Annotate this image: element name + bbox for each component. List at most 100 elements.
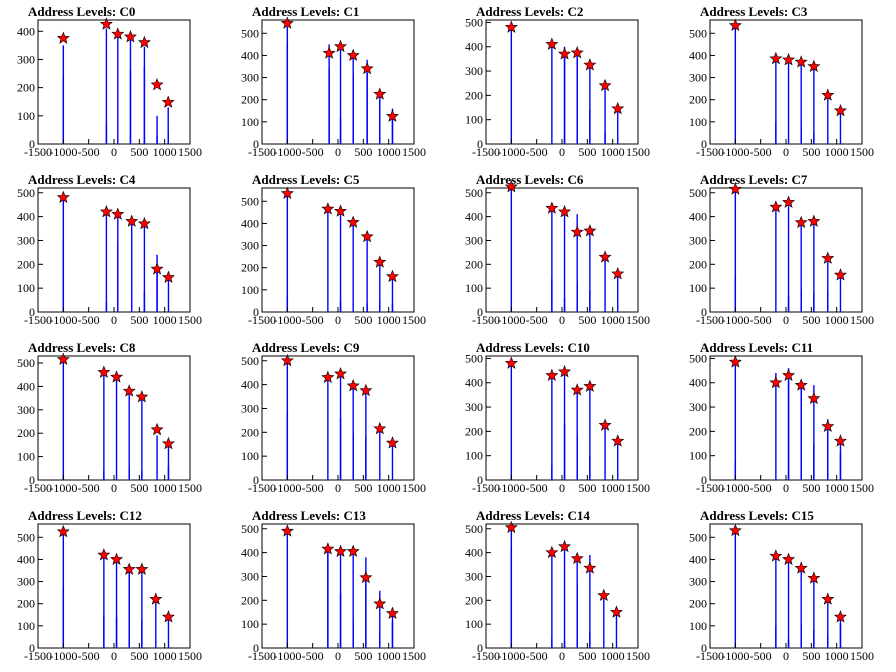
plot-frame [485, 19, 639, 145]
histogram-panel: Address Levels: C4 0 100 200 300 400 500 -1500-… [0, 168, 224, 336]
chart-title: Address Levels: C0 [28, 4, 136, 19]
peak-marker-star [769, 200, 783, 213]
x-tick-label: -1000 [273, 649, 301, 663]
y-tick-label: 300 [17, 403, 35, 417]
chart-title: Address Levels: C11 [700, 340, 814, 355]
x-tick-label: 0 [783, 313, 789, 327]
y-tick-label: 200 [241, 593, 259, 607]
peak-marker-star [821, 419, 835, 433]
chart-title: Address Levels: C7 [700, 172, 808, 187]
x-tick-label: 1500 [850, 145, 874, 159]
y-tick-label: 200 [465, 593, 483, 607]
peak-marker-star [782, 53, 796, 66]
histogram-plot: 0 100 200 300 400 500 -1500-1000 -500 0 500 1000 15… [465, 351, 650, 495]
chart-title: Address Levels: C14 [476, 508, 590, 523]
peak-marker-star [135, 390, 149, 403]
histogram-plot: 0 100 200 300 400 500 -1500-1000 -500 0 500 1000 15… [689, 18, 874, 159]
y-tick-label: 200 [17, 426, 35, 440]
y-tick-label: 200 [689, 597, 707, 611]
histogram-plot: 0 100 200 300 400 500 -1500-1000 -500 0 500 1000 15… [465, 15, 650, 159]
histogram-panel: Address Levels: C2 0 100 200 300 400 500 -1500-… [448, 0, 672, 168]
peak-marker-star [769, 51, 783, 65]
peak-marker-star [598, 418, 612, 431]
peak-marker-star [597, 588, 611, 602]
peak-marker-star [570, 383, 584, 396]
peak-marker-star [782, 552, 796, 565]
peak-marker-star [611, 267, 625, 280]
peak-marker-star [280, 353, 294, 367]
y-tick-label: 200 [465, 257, 483, 271]
y-tick-label: 400 [689, 376, 707, 390]
x-tick-label: 1500 [178, 145, 202, 159]
peak-marker-star [807, 391, 821, 405]
y-tick-label: 200 [17, 81, 35, 95]
y-tick-label: 0 [477, 641, 483, 655]
x-tick-label: 500 [578, 313, 596, 327]
peak-marker-star [56, 31, 70, 44]
y-tick-label: 300 [689, 575, 707, 589]
y-tick-label: 500 [241, 26, 259, 40]
x-tick-label: 0 [559, 481, 565, 495]
histogram-plot: 0 100 200 300 400 500 -1500-1000 -500 0 500 1000 15… [17, 352, 202, 495]
x-tick-label: -1500 [696, 313, 724, 327]
peak-marker-star [794, 561, 808, 574]
peak-marker-star [161, 95, 175, 108]
y-tick-label: 0 [253, 473, 259, 487]
y-tick-label: 500 [17, 186, 35, 200]
x-tick-label: 0 [335, 145, 341, 159]
x-tick-label: 1500 [402, 313, 426, 327]
plot-frame [261, 523, 415, 649]
peak-marker-star [833, 268, 847, 281]
peak-marker-star [504, 179, 518, 193]
y-tick-label: 0 [29, 137, 35, 151]
peak-marker-star [373, 597, 387, 610]
x-tick-label: 1000 [825, 649, 849, 663]
peak-marker-star [161, 610, 175, 623]
peak-marker-star [728, 18, 742, 32]
peak-marker-star [110, 552, 124, 565]
y-tick-label: 100 [241, 283, 259, 297]
x-tick-label: -1500 [696, 481, 724, 495]
peak-marker-star [833, 103, 847, 117]
plot-frame [37, 187, 191, 313]
x-tick-label: -500 [78, 649, 100, 663]
x-tick-label: 1500 [850, 313, 874, 327]
y-tick-label: 300 [465, 64, 483, 78]
peak-marker-star [609, 605, 623, 618]
y-tick-label: 300 [689, 71, 707, 85]
x-tick-label: 0 [111, 649, 117, 663]
y-tick-label: 200 [689, 257, 707, 271]
peak-marker-star [150, 77, 164, 91]
y-tick-label: 100 [465, 617, 483, 631]
x-tick-label: -1000 [721, 481, 749, 495]
x-tick-label: 1000 [377, 649, 401, 663]
peak-marker-star [360, 229, 374, 243]
y-tick-label: 100 [689, 619, 707, 633]
x-tick-label: -1000 [497, 481, 525, 495]
peak-marker-star [385, 269, 399, 283]
peak-marker-star [150, 422, 164, 436]
y-tick-label: 300 [17, 233, 35, 247]
x-tick-label: -1000 [273, 313, 301, 327]
x-tick-label: 500 [354, 313, 372, 327]
x-tick-label: -1500 [248, 145, 276, 159]
chart-title: Address Levels: C2 [476, 4, 584, 19]
x-tick-label: 1000 [153, 313, 177, 327]
y-tick-label: 200 [17, 257, 35, 271]
peak-marker-star [346, 215, 360, 228]
peak-marker-star [504, 520, 518, 534]
peak-marker-star [545, 368, 559, 381]
y-tick-label: 200 [241, 261, 259, 275]
x-tick-label: 0 [559, 649, 565, 663]
y-tick-label: 200 [241, 425, 259, 439]
y-tick-label: 300 [17, 575, 35, 589]
y-tick-label: 200 [689, 424, 707, 438]
x-tick-label: 1500 [402, 145, 426, 159]
peak-marker-star [150, 262, 164, 275]
x-tick-label: -500 [78, 145, 100, 159]
y-tick-label: 500 [465, 522, 483, 536]
peak-marker-star [728, 355, 742, 368]
peak-marker-star [122, 384, 136, 397]
peak-marker-star [611, 434, 625, 447]
peak-marker-star [321, 542, 335, 555]
